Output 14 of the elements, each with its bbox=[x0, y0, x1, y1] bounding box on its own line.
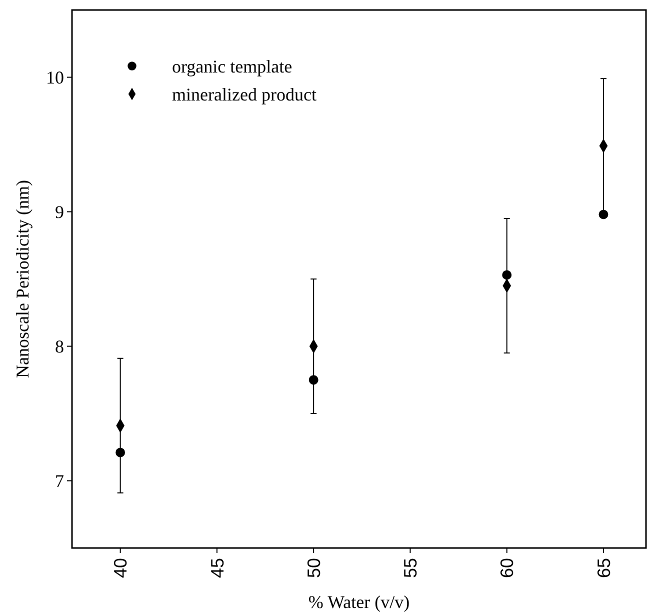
y-tick-label: 7 bbox=[55, 471, 64, 492]
x-tick-label: 55 bbox=[400, 558, 421, 578]
y-tick-label: 8 bbox=[55, 336, 64, 357]
legend-label: organic template bbox=[172, 56, 292, 76]
x-tick-label: 40 bbox=[110, 558, 131, 578]
x-tick-label: 45 bbox=[207, 558, 228, 578]
y-tick-label: 10 bbox=[46, 68, 64, 88]
y-axis-title: Nanoscale Periodicity (nm) bbox=[12, 180, 32, 378]
legend-label: mineralized product bbox=[172, 84, 316, 104]
x-tick-label: 65 bbox=[594, 558, 614, 578]
x-tick-label: 60 bbox=[497, 558, 518, 578]
x-tick-label: 50 bbox=[304, 558, 324, 578]
y-tick-label: 9 bbox=[55, 202, 64, 222]
x-axis-title: % Water (v/v) bbox=[308, 592, 410, 612]
